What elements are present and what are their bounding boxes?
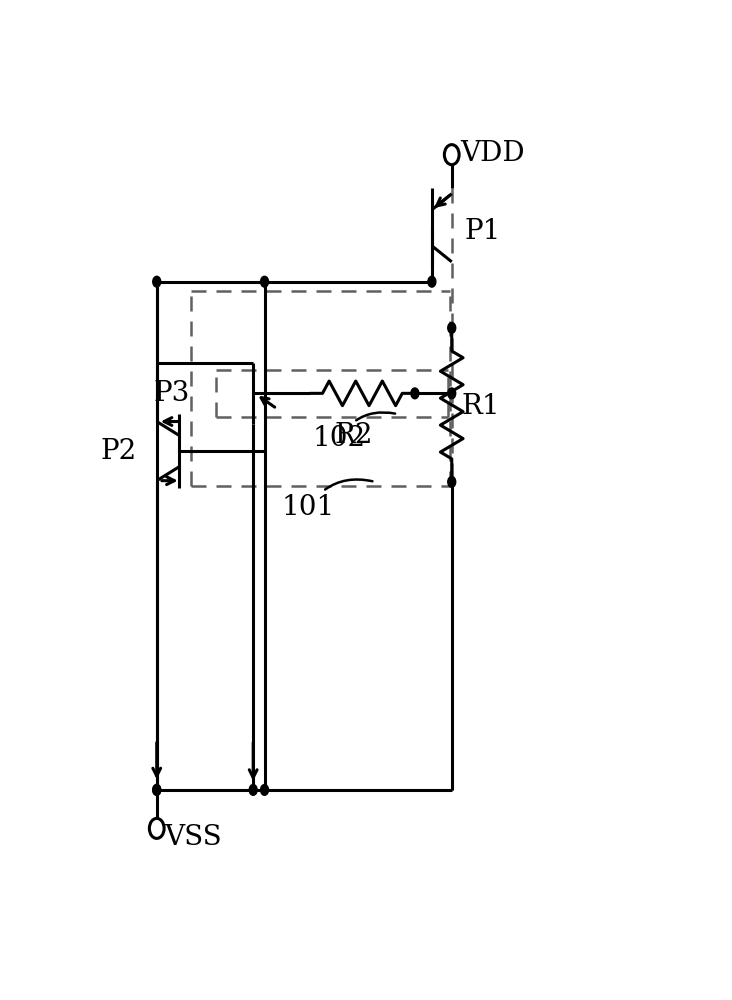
Text: P3: P3 bbox=[154, 380, 190, 407]
Circle shape bbox=[249, 785, 257, 795]
Text: P1: P1 bbox=[465, 218, 501, 245]
Circle shape bbox=[428, 276, 436, 287]
Circle shape bbox=[411, 388, 419, 399]
Circle shape bbox=[448, 323, 456, 333]
Text: R1: R1 bbox=[461, 393, 500, 420]
Text: 102: 102 bbox=[313, 412, 395, 452]
Circle shape bbox=[153, 276, 161, 287]
Circle shape bbox=[448, 477, 456, 487]
Text: VDD: VDD bbox=[460, 140, 525, 167]
Text: VSS: VSS bbox=[164, 824, 222, 851]
Circle shape bbox=[153, 785, 161, 795]
Text: R2: R2 bbox=[335, 422, 373, 449]
Text: P2: P2 bbox=[100, 438, 136, 465]
Circle shape bbox=[261, 785, 269, 795]
Circle shape bbox=[261, 276, 269, 287]
Circle shape bbox=[153, 785, 161, 795]
Text: 101: 101 bbox=[282, 479, 373, 521]
Circle shape bbox=[448, 388, 456, 399]
